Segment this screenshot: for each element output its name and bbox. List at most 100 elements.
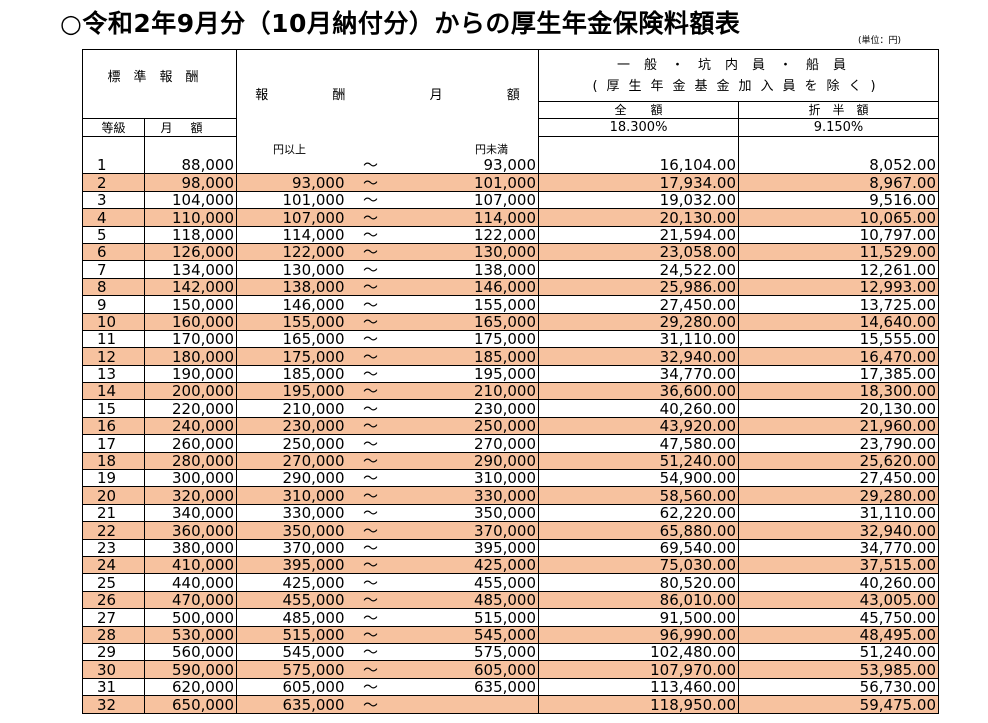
cell-full: 96,990.00 [538, 626, 740, 644]
cell-full: 86,010.00 [538, 591, 740, 610]
cell-grade: 20 [82, 486, 145, 505]
cell-half: 8,052.00 [738, 156, 940, 175]
table-row: 23 380,000 370,000 ～ 395,000 69,540.00 34,770.… [82, 539, 940, 557]
cell-to: 425,000 [394, 556, 540, 575]
cell-grade: 5 [82, 226, 145, 244]
cell-full: 43,920.00 [538, 417, 740, 436]
cell-grade: 18 [82, 452, 145, 471]
header-half-spacer [738, 136, 940, 157]
table-row: 10 160,000 155,000 ～ 165,000 29,280.00 14,640.… [82, 313, 940, 331]
cell-monthly: 340,000 [144, 504, 238, 523]
cell-to [394, 695, 540, 714]
cell-to: 485,000 [394, 591, 540, 610]
cell-from: 210,000 [236, 399, 347, 418]
cell-to: 175,000 [394, 330, 540, 349]
cell-tilde: ～ [346, 208, 395, 227]
cell-to: 146,000 [394, 278, 540, 297]
cell-half: 9,516.00 [738, 191, 940, 210]
cell-from: 605,000 [236, 678, 347, 697]
cell-full: 29,280.00 [538, 313, 740, 331]
table-row: 5 118,000 114,000 ～ 122,000 21,594.00 10,797.0… [82, 226, 940, 244]
cell-grade: 3 [82, 191, 145, 210]
cell-monthly: 240,000 [144, 417, 238, 436]
cell-from: 635,000 [236, 695, 347, 714]
cell-full: 65,880.00 [538, 521, 740, 540]
header-category-line2: (厚生年金基金加入員を除く) [592, 78, 885, 94]
cell-tilde: ～ [346, 330, 395, 349]
table-row: 17 260,000 250,000 ～ 270,000 47,580.00 23,790.… [82, 434, 940, 453]
header-getsugaku: 月額 [144, 118, 238, 137]
cell-grade: 22 [82, 521, 145, 540]
cell-to: 138,000 [394, 260, 540, 279]
cell-to: 605,000 [394, 660, 540, 679]
cell-monthly: 190,000 [144, 365, 238, 384]
cell-full: 17,934.00 [538, 173, 740, 192]
table-row: 1 88,000 ～ 93,000 16,104.00 8,052.00 [82, 156, 940, 175]
cell-full: 32,940.00 [538, 347, 740, 366]
cell-from: 370,000 [236, 539, 347, 557]
table-row: 29 560,000 545,000 ～ 575,000 102,480.00 51,240… [82, 643, 940, 662]
table-row: 13 190,000 185,000 ～ 195,000 34,770.00 17,385.… [82, 365, 940, 384]
cell-from: 107,000 [236, 208, 347, 227]
cell-to: 93,000 [394, 156, 540, 175]
cell-half: 45,750.00 [738, 608, 940, 627]
cell-monthly: 620,000 [144, 678, 238, 697]
cell-grade: 16 [82, 417, 145, 436]
cell-to: 114,000 [394, 208, 540, 227]
cell-to: 290,000 [394, 452, 540, 471]
cell-to: 575,000 [394, 643, 540, 662]
table-row: 32 650,000 635,000 ～ 118,950.00 59,475.00 [82, 695, 940, 714]
cell-tilde: ～ [346, 626, 395, 644]
cell-grade: 9 [82, 295, 145, 314]
cell-full: 36,600.00 [538, 382, 740, 401]
table-row: 22 360,000 350,000 ～ 370,000 65,880.00 32,940.… [82, 521, 940, 540]
cell-tilde: ～ [346, 156, 395, 175]
cell-from [236, 156, 347, 175]
cell-full: 16,104.00 [538, 156, 740, 175]
table-row: 25 440,000 425,000 ～ 455,000 80,520.00 40,260.… [82, 573, 940, 592]
cell-from: 310,000 [236, 486, 347, 505]
cell-full: 102,480.00 [538, 643, 740, 662]
header-hyojun-spacer [81, 101, 238, 119]
cell-tilde: ～ [346, 278, 395, 297]
cell-grade: 28 [82, 626, 145, 644]
cell-grade: 29 [82, 643, 145, 662]
cell-grade: 15 [82, 399, 145, 418]
cell-half: 48,495.00 [738, 626, 940, 644]
header-zengaku: 全 額 [538, 101, 740, 119]
cell-half: 59,475.00 [738, 695, 940, 714]
cell-from: 515,000 [236, 626, 347, 644]
cell-to: 230,000 [394, 399, 540, 418]
cell-half: 17,385.00 [738, 365, 940, 384]
cell-tilde: ～ [346, 434, 395, 453]
cell-full: 34,770.00 [538, 365, 740, 384]
cell-monthly: 260,000 [144, 434, 238, 453]
cell-to: 210,000 [394, 382, 540, 401]
cell-tilde: ～ [346, 643, 395, 662]
cell-grade: 6 [82, 243, 145, 262]
header-hoshu-char-1: 報 [255, 87, 269, 103]
cell-to: 455,000 [394, 573, 540, 592]
cell-full: 58,560.00 [538, 486, 740, 505]
cell-grade: 21 [82, 504, 145, 523]
cell-to: 635,000 [394, 678, 540, 697]
header-category-line1: 一般・坑内員・船員 [617, 57, 861, 73]
header-hoshu-char-4: 額 [506, 87, 520, 103]
cell-half: 56,730.00 [738, 678, 940, 697]
cell-tilde: ～ [346, 243, 395, 262]
cell-full: 54,900.00 [538, 469, 740, 488]
cell-grade: 24 [82, 556, 145, 575]
cell-half: 12,261.00 [738, 260, 940, 279]
page-title: ○令和2年9月分（10月納付分）からの厚生年金保険料額表 [60, 9, 741, 38]
cell-half: 20,130.00 [738, 399, 940, 418]
cell-from: 575,000 [236, 660, 347, 679]
cell-from: 270,000 [236, 452, 347, 471]
cell-grade: 4 [82, 208, 145, 227]
cell-to: 195,000 [394, 365, 540, 384]
cell-from: 425,000 [236, 573, 347, 592]
cell-monthly: 110,000 [144, 208, 238, 227]
cell-tilde: ～ [346, 226, 395, 244]
cell-from: 175,000 [236, 347, 347, 366]
cell-from: 101,000 [236, 191, 347, 210]
cell-tilde: ～ [346, 521, 395, 540]
